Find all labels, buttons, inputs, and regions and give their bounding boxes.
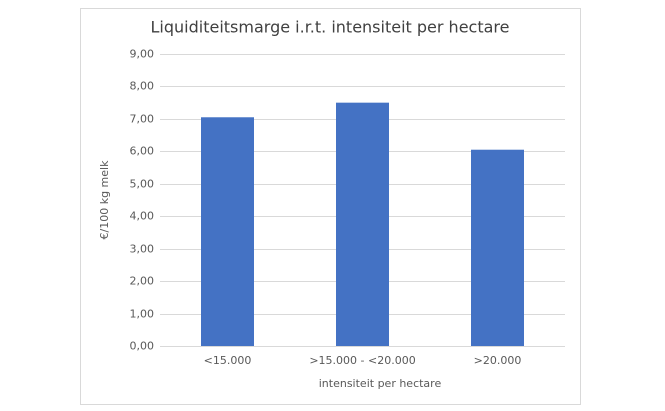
x-tick-label: >15.000 - <20.000: [309, 354, 415, 367]
bar: [471, 149, 524, 346]
bar: [336, 102, 389, 347]
x-tick-label: >20.000: [474, 354, 522, 367]
chart-title: Liquiditeitsmarge i.r.t. intensiteit per…: [151, 18, 510, 37]
y-tick-label: 4,00: [130, 210, 155, 223]
y-tick-label: 7,00: [130, 113, 155, 126]
bar: [201, 117, 254, 347]
y-tick-label: 5,00: [130, 178, 155, 191]
y-tick-label: 8,00: [130, 80, 155, 93]
y-tick-label: 6,00: [130, 145, 155, 158]
x-axis-label: intensiteit per hectare: [319, 377, 442, 390]
y-tick-label: 1,00: [130, 308, 155, 321]
y-tick-label: 2,00: [130, 275, 155, 288]
y-tick-label: 0,00: [130, 340, 155, 353]
y-axis-label: €/100 kg melk: [98, 160, 111, 240]
y-tick-label: 9,00: [130, 48, 155, 61]
x-tick-label: <15.000: [204, 354, 252, 367]
y-tick-label: 3,00: [130, 243, 155, 256]
